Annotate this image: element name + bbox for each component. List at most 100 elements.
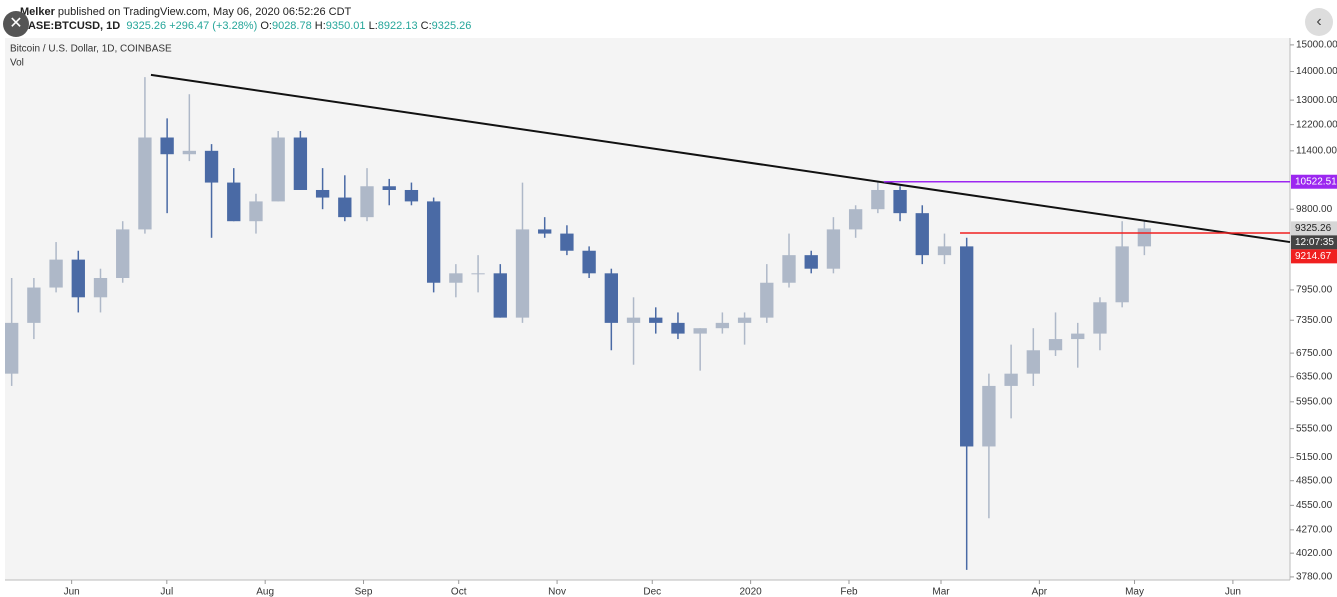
candle-body (804, 255, 818, 269)
x-tick-label: May (1125, 587, 1144, 597)
candle-body (271, 137, 285, 202)
candle-body (293, 137, 308, 190)
ohlc-value: 9350.01 (325, 20, 366, 32)
last-price: 9325.26 (126, 20, 167, 32)
y-tick-label: 4550.00 (1296, 500, 1333, 511)
candle-body (315, 189, 330, 198)
y-tick-label: 12200.00 (1296, 119, 1337, 130)
candle-body (49, 259, 63, 288)
ohlc-label: O: (260, 20, 272, 32)
y-tick-label: 6750.00 (1296, 348, 1333, 359)
candle-body (1093, 302, 1107, 334)
candle-body (5, 322, 19, 374)
candle-body (715, 322, 730, 329)
candle-body (1071, 333, 1085, 340)
candle-body (227, 182, 241, 222)
candle-body (493, 273, 507, 318)
candle-body (582, 250, 596, 274)
candle-body (626, 317, 641, 323)
x-tick-label: 2020 (739, 587, 762, 597)
y-tick-label: 5950.00 (1296, 396, 1333, 407)
candle-body (338, 197, 352, 218)
x-tick-label: Sep (355, 587, 373, 597)
ohlc-label: H: (314, 20, 326, 32)
candle-body (382, 186, 396, 190)
candle-body (937, 246, 952, 256)
candle-body (138, 137, 152, 230)
publish-line: Melker published on TradingView.com, May… (20, 6, 351, 18)
candle-body (71, 259, 85, 298)
close-button[interactable]: ✕ (3, 11, 29, 37)
trendline (150, 73, 1291, 244)
y-tick-label: 5150.00 (1296, 452, 1333, 463)
candle-body (360, 186, 374, 218)
candle-body (782, 255, 796, 283)
candle-body (982, 385, 996, 447)
candle-body (471, 273, 485, 275)
candle-body (1048, 339, 1063, 351)
symbol: BASE:BTCUSD, 1D (20, 20, 121, 32)
hline-label: 10522.51 (1295, 176, 1337, 187)
y-tick-label: 13000.00 (1296, 95, 1337, 106)
ohlc: O:9028.78 H:9350.01 L:8922.13 C:9325.26 (260, 20, 471, 32)
ohlc-label: C: (420, 20, 432, 32)
x-tick-label: Oct (451, 587, 467, 597)
candle-body (249, 201, 263, 222)
candle-body (893, 189, 907, 214)
symbol-line: BASE:BTCUSD, 1D 9325.26 +296.47 (+3.28%)… (20, 20, 471, 32)
y-tick-label: 4020.00 (1296, 548, 1333, 559)
y-tick-label: 5550.00 (1296, 423, 1333, 434)
countdown-label-box (1291, 235, 1337, 250)
candle-body (604, 273, 618, 323)
candle-body (204, 150, 219, 183)
chart-title: Bitcoin / U.S. Dollar, 1D, COINBASE (10, 44, 172, 55)
candle-body (93, 277, 108, 298)
candle-body (426, 201, 441, 283)
ohlc-value: 9028.78 (271, 20, 312, 32)
candle-body (404, 189, 419, 202)
candle-body (915, 213, 929, 256)
candle-body (1115, 246, 1129, 303)
y-tick-label: 9800.00 (1296, 204, 1333, 215)
y-tick-label: 6350.00 (1296, 371, 1333, 382)
candle-body (649, 317, 663, 323)
last-price-label: 9325.26 (1295, 223, 1332, 234)
y-tick-label: 15000.00 (1296, 40, 1337, 51)
candle-body (560, 233, 574, 251)
volume-label: Vol (10, 58, 24, 69)
candle-body (182, 150, 197, 155)
candle-body (515, 229, 530, 318)
nav-button[interactable]: ‹ (1305, 8, 1333, 36)
candle-body (1137, 228, 1152, 247)
x-tick-label: Nov (548, 587, 566, 597)
x-tick-label: Feb (840, 587, 858, 597)
candle-body (27, 287, 41, 323)
candle-body (693, 328, 707, 334)
y-tick-label: 11400.00 (1296, 145, 1337, 156)
hline-label-box (1291, 174, 1337, 189)
ohlc-label: L: (368, 20, 378, 32)
y-tick-label: 14000.00 (1296, 66, 1337, 77)
y-tick-label: 7350.00 (1296, 315, 1333, 326)
candle-body (1026, 350, 1040, 374)
y-tick-label: 3780.00 (1296, 572, 1333, 583)
y-tick-label: 7950.00 (1296, 285, 1333, 296)
candle-body (826, 229, 841, 269)
candle-body (449, 273, 463, 283)
last-price-label-box (1291, 221, 1337, 236)
candle-body (1004, 373, 1018, 386)
candle-body (116, 229, 130, 278)
y-tick-label: 4270.00 (1296, 525, 1333, 536)
ohlc-value: 9325.26 (431, 20, 472, 32)
candle-body (848, 209, 863, 230)
y-tick-label: 4850.00 (1296, 475, 1333, 486)
x-tick-label: Aug (256, 587, 274, 597)
x-tick-label: Mar (932, 587, 950, 597)
hline-label-box (1291, 249, 1337, 264)
candle-body (671, 322, 685, 334)
x-tick-label: Jul (160, 587, 173, 597)
published: published on TradingView.com, May 06, 20… (57, 6, 352, 18)
candle-body (737, 317, 752, 323)
